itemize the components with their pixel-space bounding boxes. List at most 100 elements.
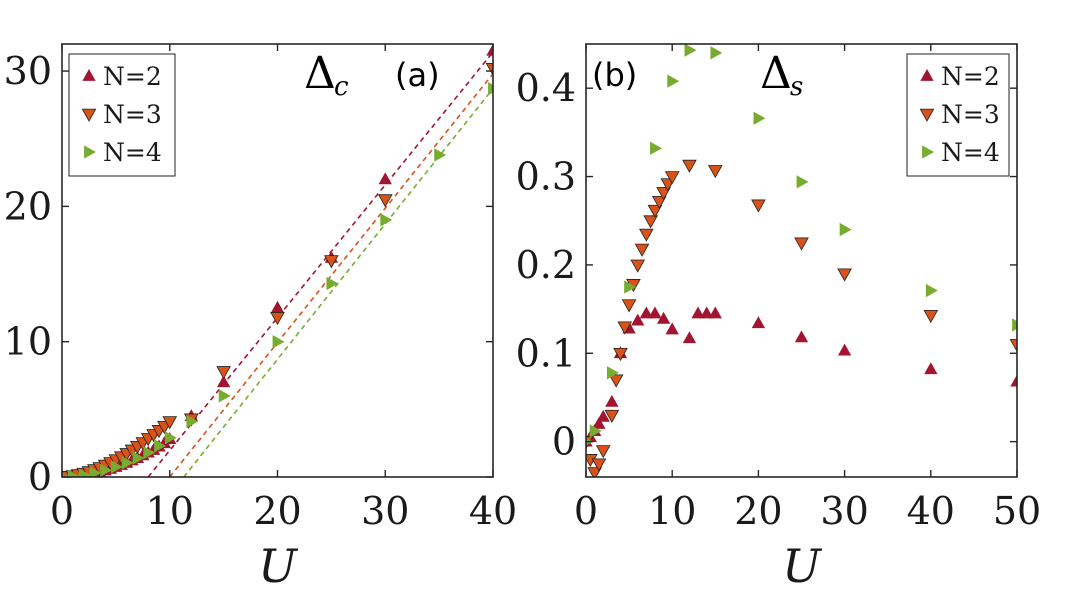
data-point <box>837 343 852 356</box>
data-point <box>132 451 145 465</box>
axes-box <box>585 43 1018 478</box>
fit-line-N3 <box>169 73 493 477</box>
y-tick-label: 0 <box>552 420 576 464</box>
data-point <box>1010 374 1017 387</box>
legend-label: N=4 <box>941 138 1000 167</box>
legend-label: N=3 <box>941 100 1000 129</box>
data-point <box>639 228 654 242</box>
data-point <box>589 424 602 438</box>
data-point <box>186 414 199 429</box>
data-point <box>605 394 619 407</box>
data-point <box>925 283 938 298</box>
data-point <box>624 280 637 294</box>
panel-label: (a) <box>395 56 440 94</box>
data-point <box>667 74 680 88</box>
x-tick-label: 30 <box>361 489 409 533</box>
legend-marker <box>920 69 934 81</box>
x-tick-label: 10 <box>648 489 696 533</box>
data-point <box>326 276 339 291</box>
data-point <box>708 306 722 319</box>
data-point <box>270 312 285 326</box>
data-point <box>78 468 91 477</box>
data-point <box>707 165 723 179</box>
data-point <box>608 374 624 388</box>
data-point <box>691 306 705 319</box>
chart-title-subscript: c <box>334 72 349 102</box>
data-point <box>89 466 102 477</box>
data-point <box>751 316 766 329</box>
x-tick-label: 0 <box>50 489 74 533</box>
y-tick-label: 0.3 <box>516 155 576 199</box>
y-tick-label: 30 <box>4 49 52 93</box>
data-point <box>378 172 392 185</box>
x-tick-label: 40 <box>907 489 955 533</box>
series-N2 <box>586 306 1017 447</box>
data-point <box>380 213 393 227</box>
data-point <box>621 299 637 313</box>
series-N4 <box>62 82 493 477</box>
x-tick-label: 30 <box>820 489 868 533</box>
x-tick-label: 0 <box>574 489 598 533</box>
data-point <box>216 366 231 380</box>
data-point <box>794 237 809 251</box>
data-point <box>143 445 156 460</box>
data-point <box>634 243 650 257</box>
data-point <box>700 306 714 319</box>
data-point <box>488 82 493 96</box>
x-tick-label: 50 <box>993 489 1041 533</box>
data-point <box>656 311 671 324</box>
x-axis-label: U <box>782 539 823 592</box>
y-tick-label: 0.4 <box>516 66 576 110</box>
legend-label: N=3 <box>103 100 162 129</box>
data-point <box>591 458 607 472</box>
x-tick-label: 20 <box>253 489 301 533</box>
data-point <box>682 159 697 173</box>
y-tick-label: 20 <box>4 184 52 228</box>
data-point <box>631 313 645 326</box>
data-point <box>110 460 123 474</box>
data-point <box>606 366 619 380</box>
data-point <box>796 175 809 189</box>
data-point <box>682 331 697 344</box>
data-point <box>617 321 633 335</box>
chart-title-subscript: s <box>790 72 803 102</box>
data-point <box>648 306 662 319</box>
data-point <box>377 194 393 208</box>
legend-marker <box>81 108 97 122</box>
series-N4 <box>586 44 1017 446</box>
x-tick-label: 10 <box>146 489 194 533</box>
series-N3 <box>586 159 1017 477</box>
data-point <box>434 148 447 162</box>
data-point <box>651 195 667 210</box>
x-tick-label: 20 <box>734 489 782 533</box>
data-point <box>924 362 938 375</box>
data-point <box>647 204 663 218</box>
data-point <box>650 141 662 155</box>
legend: N=2 N=3 N=4 <box>906 53 1010 177</box>
data-point <box>62 473 69 477</box>
chart-title-symbol: Δ <box>304 48 336 99</box>
data-point <box>596 409 610 422</box>
data-point <box>753 111 766 125</box>
data-point <box>684 44 697 57</box>
x-axis-label: U <box>258 539 299 592</box>
data-point <box>604 409 620 423</box>
data-point <box>100 463 113 477</box>
x-tick-label: 40 <box>469 489 517 533</box>
panel-a-chart: 0 10 20 30 40 0 10 20 30 U Δc (a) N=2 N=3 N=4 <box>4 43 517 592</box>
data-point <box>121 456 134 470</box>
data-point <box>751 199 766 213</box>
data-point <box>639 306 653 319</box>
legend-label: N=2 <box>941 62 1000 91</box>
panel-b-chart: 0 10 20 30 40 50 0 0.1 0.2 0.3 0.4 U Δs (b) N=2 N=3 N=4 <box>516 43 1041 592</box>
data-point <box>923 309 939 324</box>
data-point <box>154 439 166 453</box>
data-point <box>794 330 809 343</box>
data-point <box>216 375 231 388</box>
data-point <box>613 347 628 362</box>
data-point <box>587 467 602 477</box>
data-point <box>664 171 680 185</box>
data-point <box>1012 318 1017 332</box>
data-point <box>67 469 80 477</box>
